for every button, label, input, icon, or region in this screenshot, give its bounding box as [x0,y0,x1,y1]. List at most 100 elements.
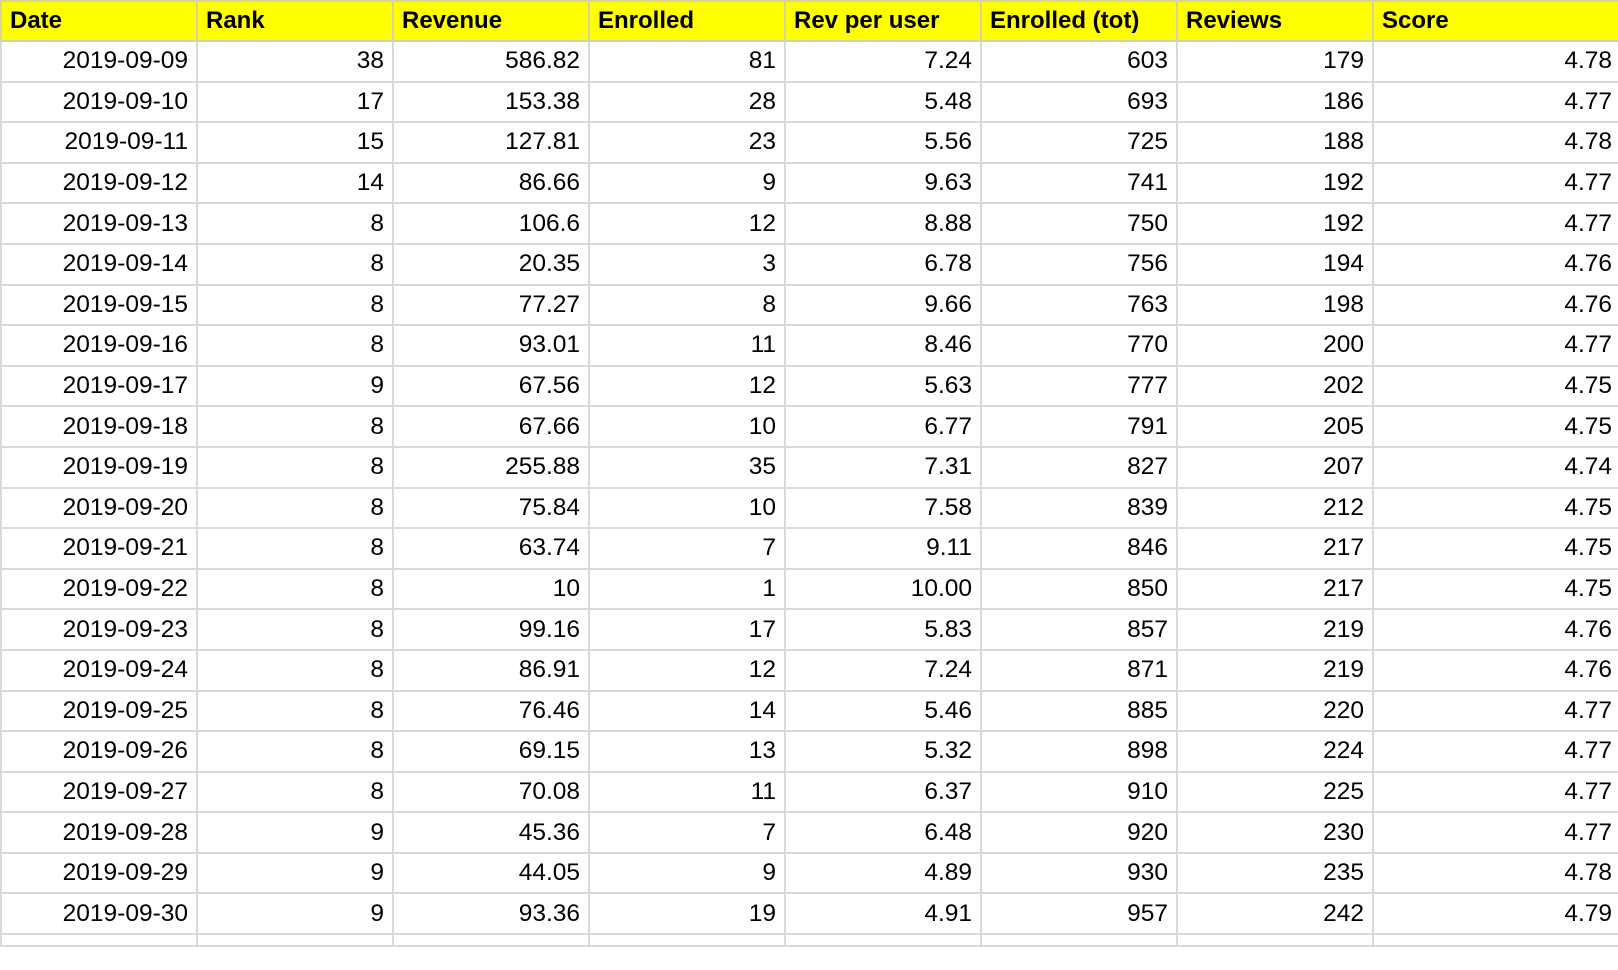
cell-rev-per-user[interactable]: 5.63 [784,364,982,408]
cell-enrolled[interactable]: 8 [588,283,786,327]
cell-revenue[interactable]: 63.74 [392,527,590,570]
cell-reviews[interactable]: 179 [1176,40,1374,83]
cell-enrolled-total[interactable]: 846 [980,527,1178,570]
cell-score[interactable]: 4.78 [1372,851,1618,895]
empty-cell[interactable] [784,933,982,948]
cell-score[interactable]: 4.76 [1372,648,1618,692]
cell-reviews[interactable]: 224 [1176,730,1374,773]
cell-revenue[interactable]: 45.36 [392,811,590,854]
cell-rank[interactable]: 9 [196,892,394,936]
cell-date[interactable]: 2019-09-24 [0,648,198,692]
cell-reviews[interactable]: 188 [1176,121,1374,164]
cell-reviews[interactable]: 225 [1176,770,1374,814]
cell-rev-per-user[interactable]: 10.00 [784,567,982,611]
cell-enrolled-total[interactable]: 725 [980,121,1178,164]
cell-enrolled[interactable]: 11 [588,324,786,367]
cell-enrolled-total[interactable]: 898 [980,730,1178,773]
cell-revenue[interactable]: 586.82 [392,40,590,83]
cell-enrolled-total[interactable]: 885 [980,689,1178,733]
cell-revenue[interactable]: 93.36 [392,892,590,936]
cell-enrolled-total[interactable]: 693 [980,80,1178,124]
cell-rank[interactable]: 8 [196,527,394,570]
cell-reviews[interactable]: 192 [1176,161,1374,205]
cell-date[interactable]: 2019-09-20 [0,486,198,530]
cell-rev-per-user[interactable]: 8.88 [784,202,982,245]
cell-enrolled-total[interactable]: 871 [980,648,1178,692]
cell-date[interactable]: 2019-09-10 [0,80,198,124]
cell-rev-per-user[interactable]: 4.89 [784,851,982,895]
cell-enrolled[interactable]: 10 [588,486,786,530]
cell-rev-per-user[interactable]: 9.11 [784,527,982,570]
cell-revenue[interactable]: 20.35 [392,242,590,286]
empty-cell[interactable] [980,933,1178,948]
cell-date[interactable]: 2019-09-18 [0,405,198,448]
cell-date[interactable]: 2019-09-29 [0,851,198,895]
cell-date[interactable]: 2019-09-11 [0,121,198,164]
cell-reviews[interactable]: 219 [1176,608,1374,651]
cell-reviews[interactable]: 186 [1176,80,1374,124]
cell-rev-per-user[interactable]: 7.31 [784,445,982,489]
cell-enrolled-total[interactable]: 763 [980,283,1178,327]
cell-enrolled[interactable]: 28 [588,80,786,124]
cell-enrolled-total[interactable]: 920 [980,811,1178,854]
cell-score[interactable]: 4.77 [1372,811,1618,854]
cell-date[interactable]: 2019-09-12 [0,161,198,205]
cell-revenue[interactable]: 106.6 [392,202,590,245]
cell-reviews[interactable]: 205 [1176,405,1374,448]
cell-score[interactable]: 4.75 [1372,527,1618,570]
cell-date[interactable]: 2019-09-17 [0,364,198,408]
cell-date[interactable]: 2019-09-16 [0,324,198,367]
cell-reviews[interactable]: 217 [1176,567,1374,611]
cell-revenue[interactable]: 69.15 [392,730,590,773]
cell-enrolled-total[interactable]: 777 [980,364,1178,408]
cell-date[interactable]: 2019-09-15 [0,283,198,327]
cell-rank[interactable]: 9 [196,364,394,408]
cell-revenue[interactable]: 127.81 [392,121,590,164]
cell-enrolled-total[interactable]: 756 [980,242,1178,286]
cell-rev-per-user[interactable]: 5.32 [784,730,982,773]
cell-rank[interactable]: 8 [196,730,394,773]
cell-reviews[interactable]: 202 [1176,364,1374,408]
cell-rank[interactable]: 8 [196,567,394,611]
cell-enrolled[interactable]: 9 [588,851,786,895]
cell-enrolled[interactable]: 12 [588,648,786,692]
cell-enrolled-total[interactable]: 930 [980,851,1178,895]
cell-reviews[interactable]: 192 [1176,202,1374,245]
cell-rev-per-user[interactable]: 5.46 [784,689,982,733]
cell-rank[interactable]: 8 [196,405,394,448]
header-cell-rev-per-user[interactable]: Rev per user [784,0,982,42]
cell-enrolled-total[interactable]: 827 [980,445,1178,489]
cell-enrolled[interactable]: 1 [588,567,786,611]
cell-enrolled-total[interactable]: 741 [980,161,1178,205]
cell-rank[interactable]: 8 [196,324,394,367]
header-cell-date[interactable]: Date [0,0,198,42]
cell-enrolled[interactable]: 23 [588,121,786,164]
cell-rev-per-user[interactable]: 6.77 [784,405,982,448]
cell-reviews[interactable]: 207 [1176,445,1374,489]
cell-score[interactable]: 4.77 [1372,689,1618,733]
empty-cell[interactable] [392,933,590,948]
cell-revenue[interactable]: 99.16 [392,608,590,651]
cell-revenue[interactable]: 255.88 [392,445,590,489]
cell-score[interactable]: 4.77 [1372,161,1618,205]
cell-revenue[interactable]: 10 [392,567,590,611]
cell-enrolled[interactable]: 9 [588,161,786,205]
cell-enrolled[interactable]: 7 [588,527,786,570]
cell-reviews[interactable]: 217 [1176,527,1374,570]
cell-date[interactable]: 2019-09-19 [0,445,198,489]
cell-revenue[interactable]: 75.84 [392,486,590,530]
header-cell-reviews[interactable]: Reviews [1176,0,1374,42]
cell-rank[interactable]: 8 [196,242,394,286]
cell-date[interactable]: 2019-09-27 [0,770,198,814]
cell-score[interactable]: 4.79 [1372,892,1618,936]
cell-date[interactable]: 2019-09-30 [0,892,198,936]
cell-rank[interactable]: 14 [196,161,394,205]
cell-rank[interactable]: 9 [196,851,394,895]
cell-score[interactable]: 4.75 [1372,567,1618,611]
cell-reviews[interactable]: 219 [1176,648,1374,692]
cell-enrolled[interactable]: 13 [588,730,786,773]
cell-enrolled-total[interactable]: 770 [980,324,1178,367]
header-cell-rank[interactable]: Rank [196,0,394,42]
cell-rank[interactable]: 8 [196,445,394,489]
cell-rank[interactable]: 38 [196,40,394,83]
